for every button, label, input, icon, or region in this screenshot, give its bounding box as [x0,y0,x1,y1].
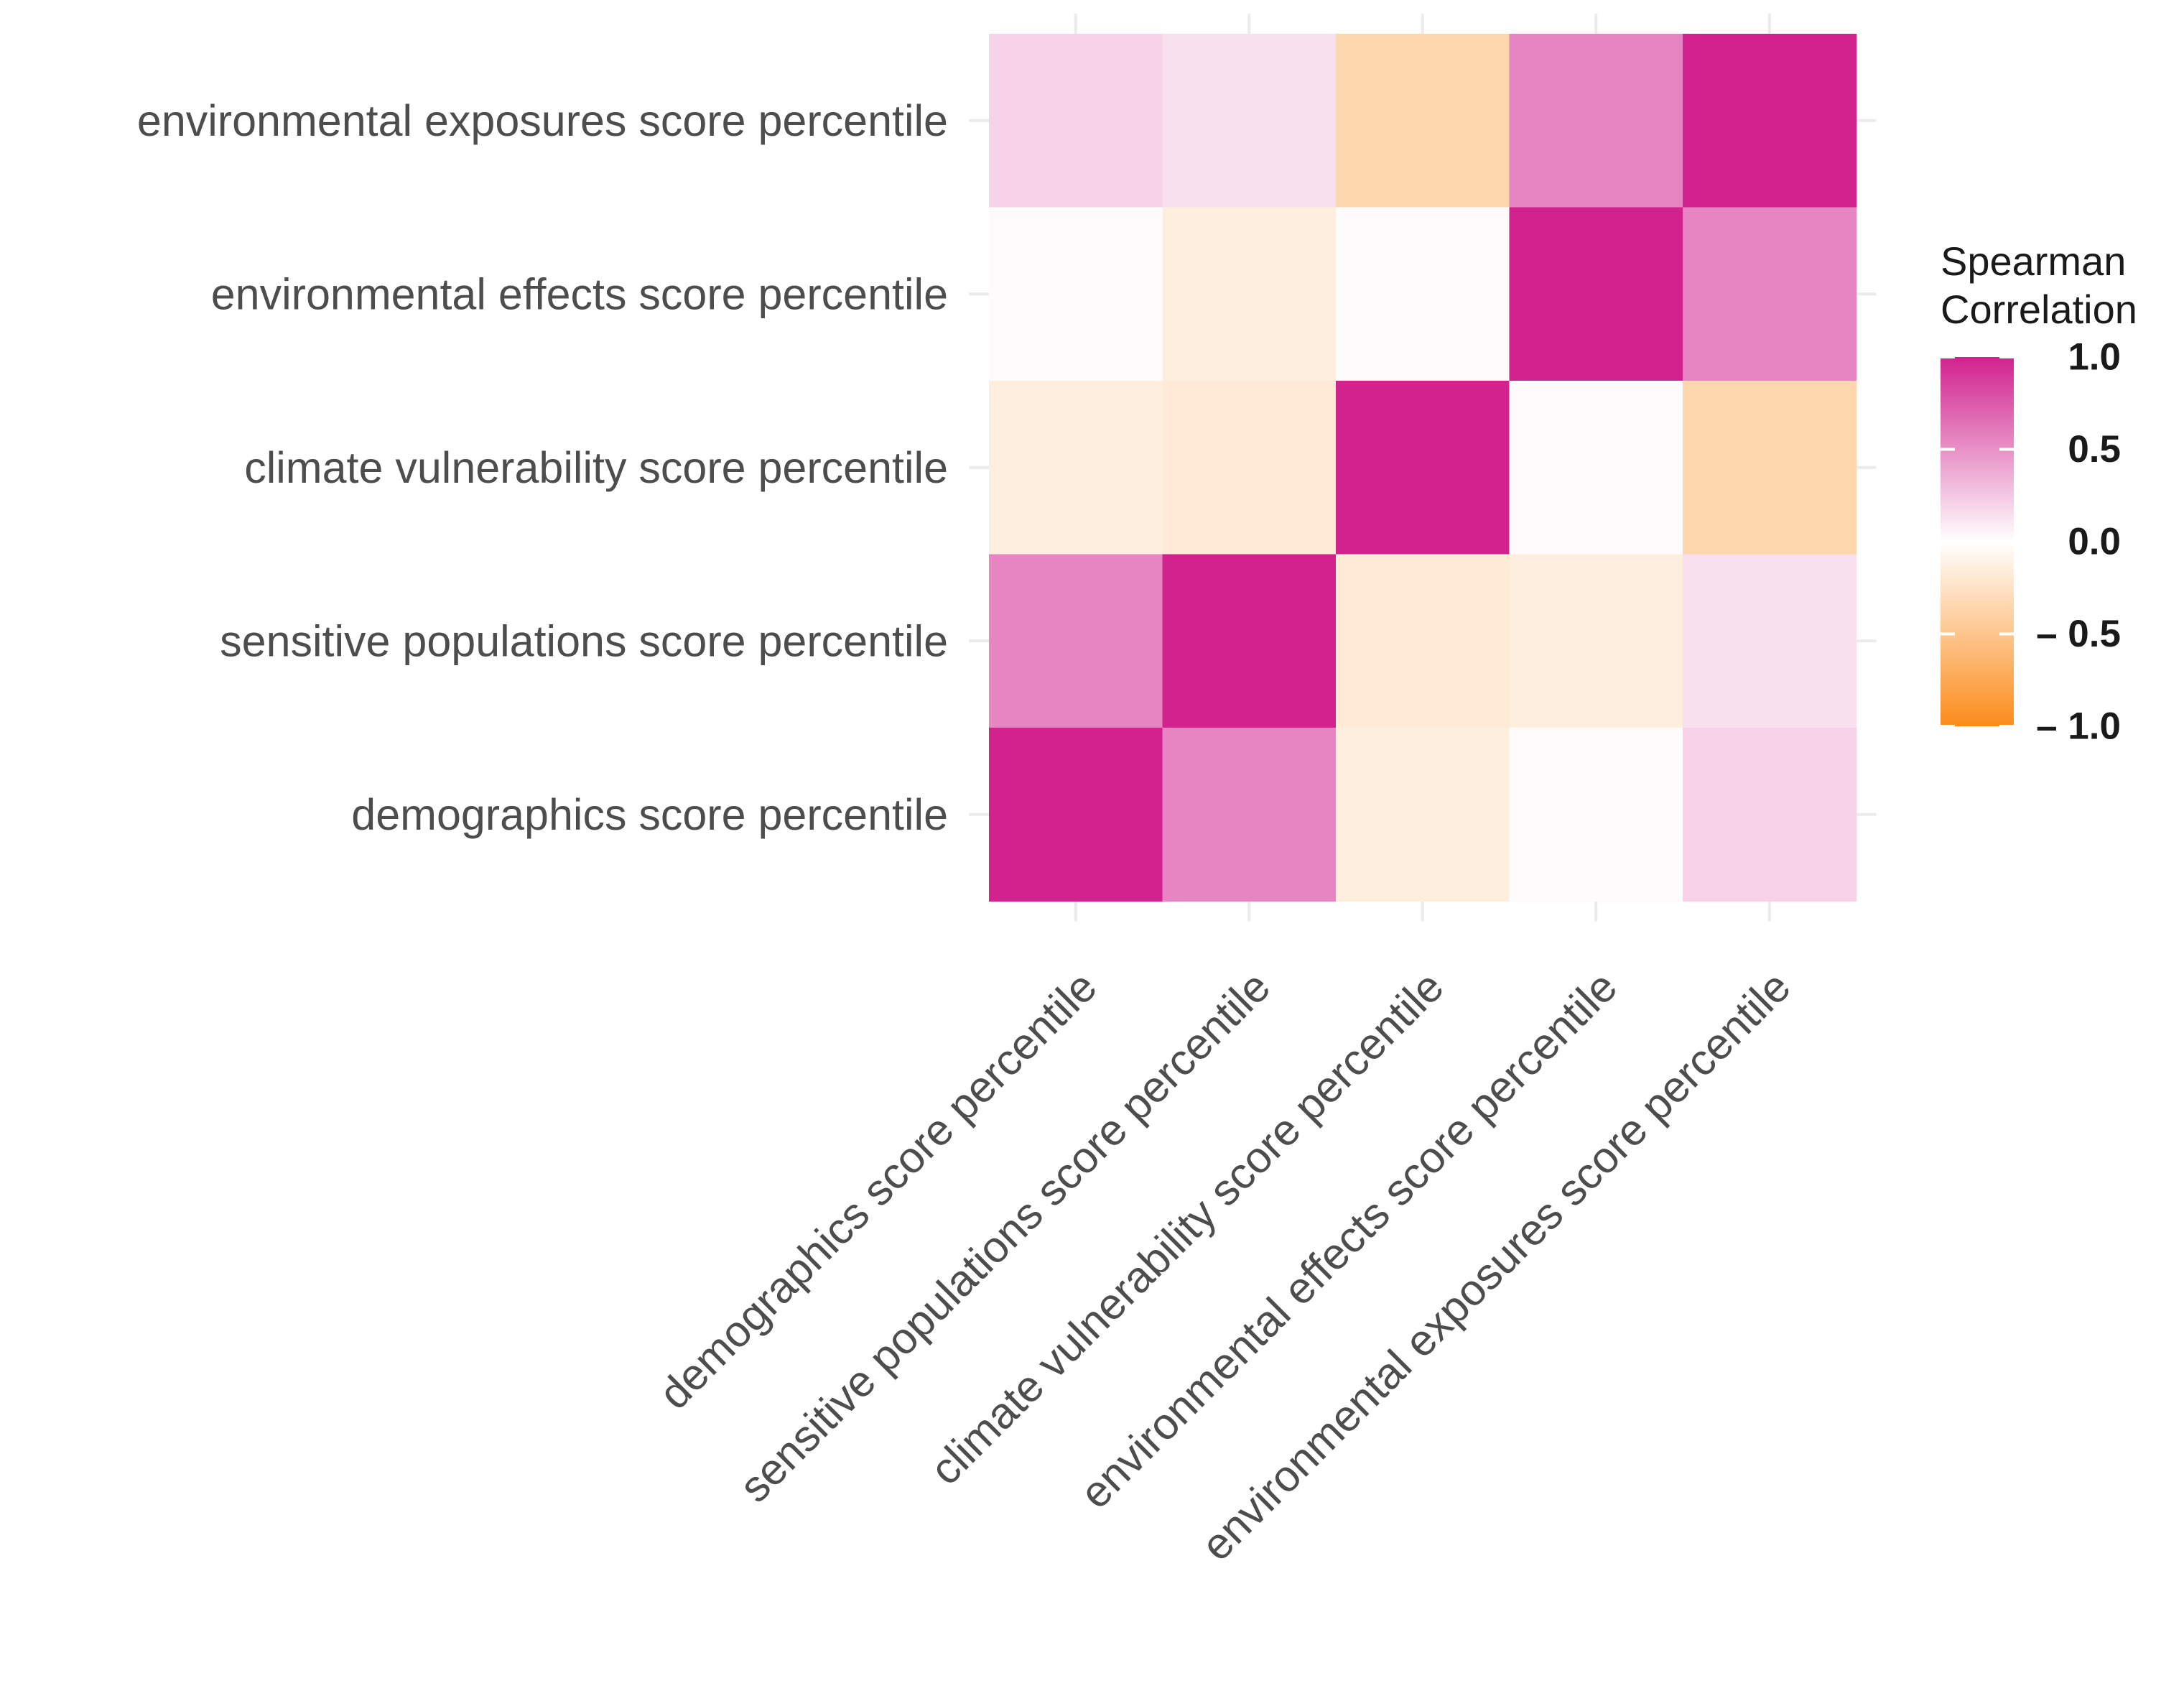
heatmap-cell [1162,34,1337,208]
heatmap-cell [1336,34,1510,208]
legend-tick-label: 1.0 [2068,336,2121,379]
y-tick-label: climate vulnerability score percentile [244,443,948,492]
heatmap-cell [1683,554,1857,728]
heatmap-cell [989,34,1163,208]
heatmap-cell [1509,207,1683,381]
heatmap-cell [1162,207,1337,381]
legend-tick-label: 0.0 [2068,521,2121,563]
heatmap-cell [1336,554,1510,728]
heatmap-cell [1336,381,1510,555]
y-tick-label: environmental exposures score percentile [137,96,948,145]
heatmap-cell [1162,554,1337,728]
legend-tick-label: – 0.5 [2036,613,2121,655]
y-tick-label: environmental effects score percentile [211,269,948,318]
heatmap-cell [989,554,1163,728]
color-legend: Spearman Correlation 1.0 0.5 0.0 – 0.5 – 1.0 [1941,238,2137,748]
heatmap-cell [1509,381,1683,555]
legend-title-line-1: Spearman [1941,238,2126,284]
heatmap-cells [989,34,1857,902]
heatmap-cell [1683,728,1857,902]
heatmap-cell [1683,34,1857,208]
heatmap-cell [1162,381,1337,555]
heatmap-cell [1683,207,1857,381]
heatmap-cell [989,381,1163,555]
heatmap-cell [1162,728,1337,902]
y-tick-label: sensitive populations score percentile [220,616,948,665]
heatmap-cell [1683,381,1857,555]
heatmap-cell [1509,34,1683,208]
heatmap-cell [989,207,1163,381]
heatmap-cell [1509,728,1683,902]
legend-title-line-2: Correlation [1941,287,2137,332]
heatmap-cell [1336,207,1510,381]
legend-tick-label: 0.5 [2068,428,2121,471]
legend-tick-label: – 1.0 [2036,705,2121,748]
heatmap-cell [1336,728,1510,902]
legend-ticks: 1.0 0.5 0.0 – 0.5 – 1.0 [1941,336,2121,748]
heatmap-cell [1509,554,1683,728]
y-axis-tick-labels: environmental exposures score percentile… [137,96,948,839]
heatmap-cell [989,728,1163,902]
y-tick-label: demographics score percentile [351,790,948,839]
